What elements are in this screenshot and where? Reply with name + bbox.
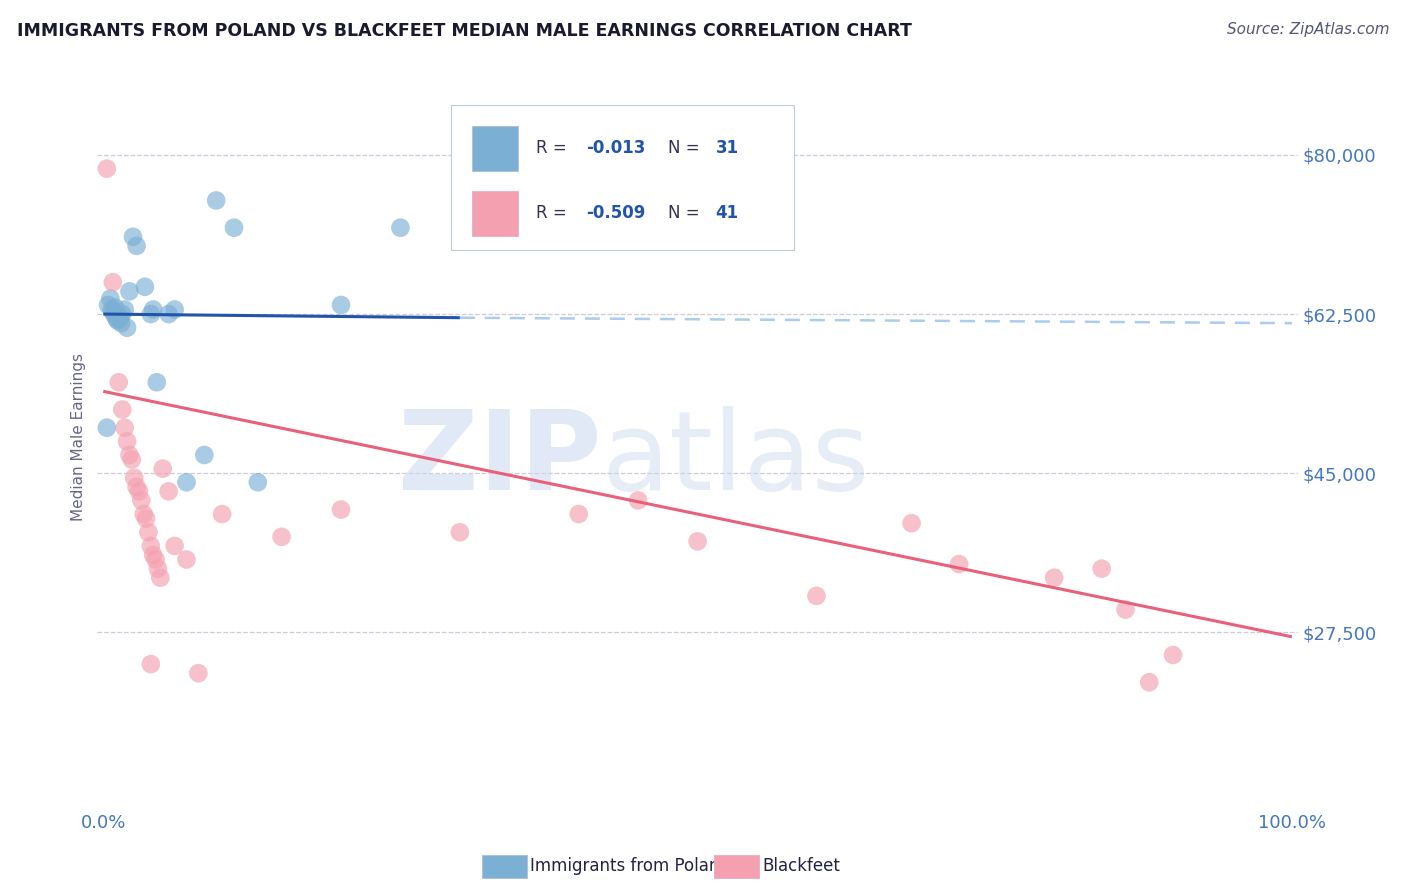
Point bbox=[101, 304, 124, 318]
Point bbox=[125, 239, 148, 253]
Point bbox=[152, 461, 174, 475]
Point bbox=[187, 666, 209, 681]
Point bbox=[103, 307, 125, 321]
Point bbox=[134, 280, 156, 294]
Point bbox=[118, 448, 141, 462]
Point bbox=[146, 561, 169, 575]
Point bbox=[1161, 648, 1184, 662]
Text: N =: N = bbox=[668, 139, 704, 158]
Text: N =: N = bbox=[668, 204, 704, 222]
Point bbox=[110, 316, 132, 330]
Point bbox=[139, 307, 162, 321]
Point bbox=[142, 548, 165, 562]
Point bbox=[118, 285, 141, 299]
Text: Blackfeet: Blackfeet bbox=[762, 857, 839, 875]
Point bbox=[948, 557, 970, 571]
Point bbox=[135, 511, 157, 525]
Point bbox=[107, 309, 129, 323]
Point bbox=[122, 229, 145, 244]
Point bbox=[163, 302, 186, 317]
Point bbox=[211, 507, 233, 521]
Point bbox=[1091, 561, 1114, 575]
Point bbox=[114, 420, 136, 434]
Point bbox=[108, 311, 131, 326]
Point bbox=[1137, 675, 1160, 690]
Point bbox=[100, 302, 122, 317]
Text: ZIP: ZIP bbox=[398, 406, 602, 513]
Point bbox=[96, 420, 118, 434]
Text: R =: R = bbox=[536, 139, 571, 158]
Point bbox=[222, 220, 245, 235]
Point bbox=[121, 452, 143, 467]
Point bbox=[149, 571, 172, 585]
Point bbox=[389, 220, 412, 235]
Point bbox=[193, 448, 215, 462]
Point bbox=[101, 275, 124, 289]
Point bbox=[97, 298, 120, 312]
Point bbox=[111, 402, 134, 417]
Point bbox=[330, 298, 353, 312]
FancyBboxPatch shape bbox=[451, 105, 793, 251]
Point bbox=[157, 484, 180, 499]
Point bbox=[205, 194, 228, 208]
Point bbox=[176, 475, 198, 490]
Point bbox=[131, 493, 153, 508]
Point bbox=[100, 292, 122, 306]
Point bbox=[146, 376, 169, 390]
Point bbox=[114, 302, 136, 317]
Point bbox=[139, 539, 162, 553]
Point bbox=[330, 502, 353, 516]
Point bbox=[176, 552, 198, 566]
Point bbox=[125, 480, 148, 494]
Point bbox=[111, 307, 134, 321]
Text: Immigrants from Poland: Immigrants from Poland bbox=[530, 857, 730, 875]
Bar bbox=[472, 191, 517, 235]
Point bbox=[1114, 602, 1136, 616]
Point bbox=[104, 301, 127, 315]
Bar bbox=[472, 126, 517, 171]
Point bbox=[900, 516, 922, 531]
Point bbox=[107, 376, 129, 390]
Y-axis label: Median Male Earnings: Median Male Earnings bbox=[72, 353, 86, 521]
Text: Source: ZipAtlas.com: Source: ZipAtlas.com bbox=[1226, 22, 1389, 37]
Text: -0.509: -0.509 bbox=[586, 204, 645, 222]
Text: atlas: atlas bbox=[602, 406, 870, 513]
Point bbox=[270, 530, 292, 544]
Point bbox=[128, 484, 150, 499]
Point bbox=[163, 539, 186, 553]
Point bbox=[246, 475, 269, 490]
Point bbox=[139, 657, 162, 671]
Text: R =: R = bbox=[536, 204, 571, 222]
Text: IMMIGRANTS FROM POLAND VS BLACKFEET MEDIAN MALE EARNINGS CORRELATION CHART: IMMIGRANTS FROM POLAND VS BLACKFEET MEDI… bbox=[17, 22, 911, 40]
Point bbox=[122, 471, 145, 485]
Point bbox=[142, 302, 165, 317]
Point bbox=[157, 307, 180, 321]
Point bbox=[115, 434, 138, 449]
Point bbox=[806, 589, 828, 603]
Point bbox=[568, 507, 591, 521]
Point bbox=[132, 507, 155, 521]
Text: -0.013: -0.013 bbox=[586, 139, 645, 158]
Point bbox=[115, 320, 138, 334]
Point bbox=[105, 311, 128, 326]
Point bbox=[627, 493, 650, 508]
Point bbox=[145, 552, 167, 566]
Point bbox=[1043, 571, 1066, 585]
Text: 41: 41 bbox=[716, 204, 738, 222]
Point bbox=[686, 534, 709, 549]
Point bbox=[107, 313, 129, 327]
Point bbox=[138, 525, 160, 540]
Text: 31: 31 bbox=[716, 139, 738, 158]
Point bbox=[449, 525, 471, 540]
Point bbox=[96, 161, 118, 176]
